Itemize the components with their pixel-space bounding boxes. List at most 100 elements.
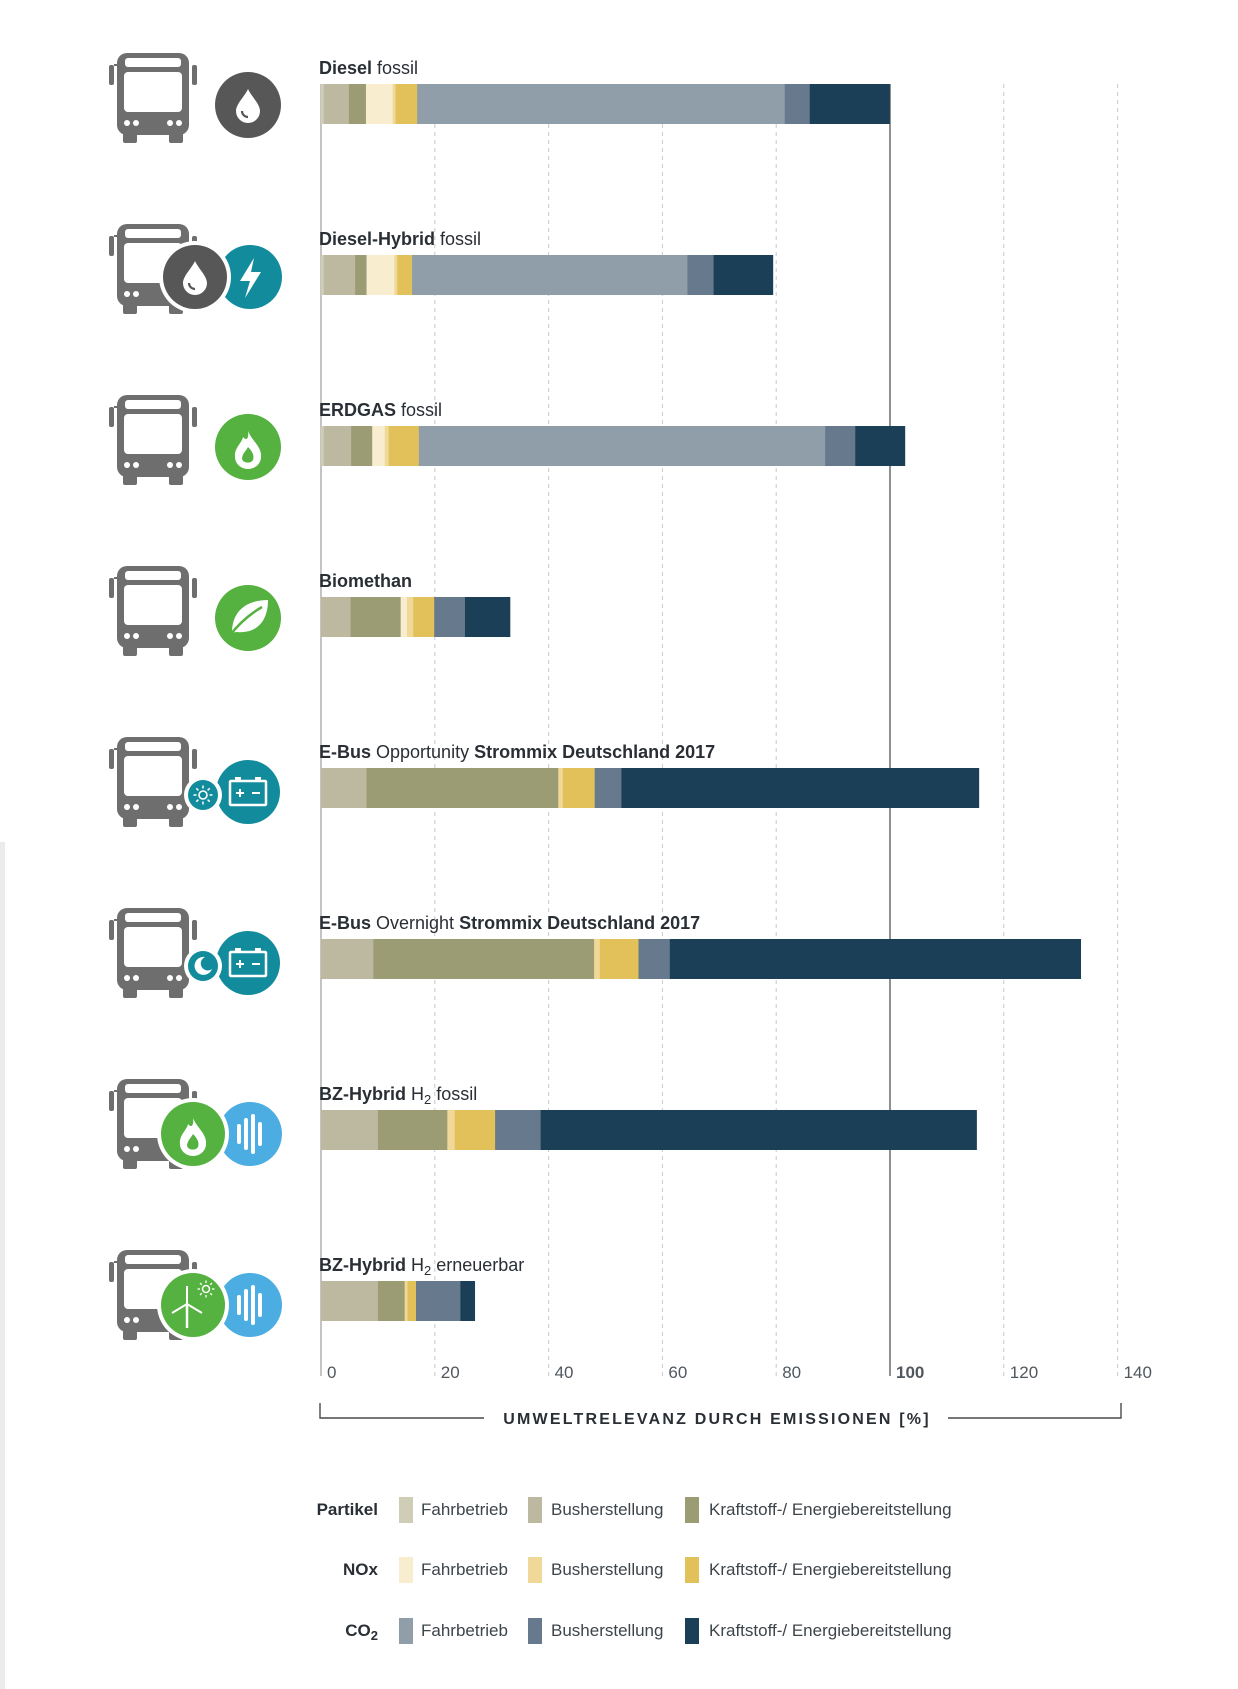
bus-icon <box>109 395 197 485</box>
bus-icon <box>109 53 197 143</box>
wind-solar-icon <box>157 1269 229 1341</box>
legend-group-label: CO2 <box>345 1621 378 1643</box>
bar-label: E-Bus Overnight Strommix Deutschland 201… <box>319 913 700 933</box>
bar-segment <box>669 939 1082 979</box>
x-tick-label: 0 <box>327 1363 336 1382</box>
bar-segment <box>638 939 671 979</box>
bar-segment <box>407 1281 417 1321</box>
legend: Partikel Fahrbetrieb Busherstellung Kraftst… <box>317 1497 952 1644</box>
bar-segment <box>351 426 373 466</box>
bar-segment <box>413 597 435 637</box>
bus-icon <box>109 737 197 827</box>
legend-swatch <box>399 1618 413 1644</box>
bar-segment <box>454 1110 496 1150</box>
x-tick-label: 120 <box>1010 1363 1038 1382</box>
bar-segment <box>855 426 906 466</box>
bar-label-bold: Diesel-Hybrid <box>319 229 435 249</box>
bar-segment <box>372 426 386 466</box>
bar-segment <box>321 768 367 808</box>
bar-segment <box>355 255 367 295</box>
bar-label: E-Bus Opportunity Strommix Deutschland 2… <box>319 742 715 762</box>
bar-label-bold: ERDGAS <box>319 400 396 420</box>
x-tick-label: 100 <box>896 1363 924 1382</box>
bar-segment <box>323 84 350 124</box>
bar-segment <box>366 255 395 295</box>
legend-group-label: NOx <box>343 1560 379 1579</box>
bar-label-rest: Opportunity <box>371 742 474 762</box>
bar-segment <box>388 426 420 466</box>
bar-label-rest: fossil <box>372 58 418 78</box>
bus-icon <box>109 566 197 656</box>
bar-segment <box>809 84 890 124</box>
gas-flame-icon <box>157 1098 229 1170</box>
legend-item-label: Kraftstoff-/ Energiebereitstellung <box>709 1560 952 1579</box>
battery-icon <box>216 760 280 824</box>
battery-icon <box>216 931 280 995</box>
bar-label-rest: erneuerbar <box>431 1255 524 1275</box>
x-axis-title: UMWELTRELEVANZ DURCH EMISSIONEN [%] <box>503 1411 931 1428</box>
diesel-drop-icon <box>159 241 231 313</box>
bar-segment <box>321 939 374 979</box>
bar-label: Diesel fossil <box>319 58 418 78</box>
bar-segment <box>373 939 595 979</box>
bar-segment <box>348 84 367 124</box>
subscript-2: 2 <box>424 1092 431 1107</box>
bar-segment <box>321 1281 379 1321</box>
bar-segment <box>321 84 325 124</box>
leaf-icon <box>215 585 281 651</box>
bar-segment <box>416 1281 461 1321</box>
bar-label-rest: fossil <box>435 229 481 249</box>
gas-flame-icon <box>215 414 281 480</box>
x-tick-label: 40 <box>555 1363 574 1382</box>
axis-bracket <box>319 1403 1122 1419</box>
legend-item-label: Kraftstoff-/ Energiebereitstellung <box>709 1500 952 1519</box>
legend-group-label: Partikel <box>317 1500 378 1519</box>
bar-segment <box>418 426 826 466</box>
grid-layer: 0 20 40 60 80 100 120 140 <box>320 84 1152 1382</box>
bar-label: BZ-Hybrid H2 fossil <box>319 1084 477 1107</box>
legend-swatch <box>685 1618 699 1644</box>
x-tick-label: 80 <box>782 1363 801 1382</box>
bar-segment <box>321 597 351 637</box>
bar-segment <box>447 1110 456 1150</box>
bar-label-bold: Biomethan <box>319 571 412 591</box>
subscript-2: 2 <box>424 1263 431 1278</box>
bar-segment <box>377 1281 406 1321</box>
legend-swatch <box>528 1618 542 1644</box>
bar-segment <box>562 768 596 808</box>
bar-label-bold: Strommix Deutschland 2017 <box>459 913 700 933</box>
bar-segment <box>599 939 639 979</box>
bar-label-bold: Diesel <box>319 58 372 78</box>
moon-icon <box>184 947 222 985</box>
legend-swatch <box>528 1557 542 1583</box>
bar-segment <box>377 1110 448 1150</box>
bar-segment <box>621 768 980 808</box>
legend-item-label: Fahrbetrieb <box>421 1621 508 1640</box>
bar-segment <box>687 255 715 295</box>
bar-segment <box>395 84 418 124</box>
legend-swatch <box>399 1557 413 1583</box>
bar-segment <box>321 255 325 295</box>
bar-label-bold: Strommix Deutschland 2017 <box>474 742 715 762</box>
bar-label-bold: BZ-Hybrid <box>319 1255 406 1275</box>
axis-layer: UMWELTRELEVANZ DURCH EMISSIONEN [%] <box>319 1403 1122 1428</box>
x-tick-label: 60 <box>668 1363 687 1382</box>
bar-segment <box>394 255 398 295</box>
legend-swatch <box>685 1497 699 1523</box>
bar-label-rest: H <box>406 1255 424 1275</box>
bar-label-bold: E-Bus <box>319 742 371 762</box>
bar-label-rest: fossil <box>431 1084 477 1104</box>
page-edge <box>0 842 5 1689</box>
bar-layer <box>321 84 1082 1321</box>
legend-item-label: Busherstellung <box>551 1621 663 1640</box>
bar-segment <box>558 768 564 808</box>
x-tick-label: 20 <box>441 1363 460 1382</box>
bar-segment <box>594 939 601 979</box>
hydrogen-icon <box>218 1273 282 1337</box>
bar-label: Diesel-Hybrid fossil <box>319 229 481 249</box>
bar-segment <box>350 597 402 637</box>
bar-segment <box>321 1110 379 1150</box>
bar-label-rest: fossil <box>396 400 442 420</box>
